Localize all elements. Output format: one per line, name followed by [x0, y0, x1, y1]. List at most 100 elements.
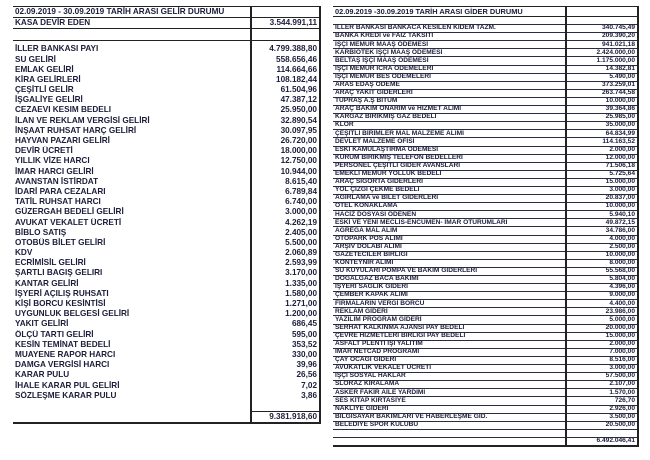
income-label: HAYVAN PAZARI GELİRİ — [13, 136, 252, 147]
income-amount: 595,00 — [250, 329, 321, 340]
expense-amount: 25.985,00 — [565, 113, 639, 123]
expense-label: ÇAY OCAĞI GİDERİ — [333, 356, 566, 366]
expense-row: BELEDİYE SPOR KULÜBÜ 20.500,00 — [333, 421, 639, 430]
expense-label: AĞIRLAMA ve BİLET GİDERLERİ — [333, 194, 566, 204]
expense-amount: 263.744,58 — [565, 89, 639, 98]
expense-amount: 49.872,15 — [565, 218, 639, 228]
expense-amount: 114.163,52 — [565, 137, 639, 147]
expense-amount: 55.568,00 — [565, 267, 639, 277]
income-label: SU GELİRİ — [13, 54, 252, 65]
expense-amount: 4.400,00 — [565, 299, 639, 309]
expense-amount: 39.364,86 — [565, 105, 639, 115]
income-row: CEZAEVİ KESİM BEDELİ 25.950,00 — [13, 105, 321, 116]
income-label: TATİL RUHSAT HARCI — [13, 197, 252, 208]
expense-amount: 941.021,18 — [565, 40, 639, 50]
expense-amount: 8.516,00 — [565, 356, 639, 366]
income-label: İŞGALİYE GELİRİ — [13, 95, 252, 106]
income-label: AVANSTAN İSTİRDAT — [13, 176, 252, 187]
blank-cell — [333, 437, 566, 447]
expense-amount: 71.506,18 — [565, 162, 639, 171]
income-title-value-cell — [250, 5, 321, 19]
expense-amount: 2.500,00 — [565, 243, 639, 252]
expense-label: İŞÇİ SOSYAL HAKLAR — [333, 372, 566, 382]
expense-label: REKLAM GİDERİ — [333, 307, 566, 317]
blank-cell — [13, 28, 252, 42]
expense-amount: 5.490,00 — [565, 73, 639, 82]
expense-label: HACİZ DOSYASI ÖDENEN — [333, 210, 566, 220]
income-label: ECRİMİSİL GELİRİ — [13, 258, 252, 269]
expense-row: ARŞİV DOLABI ALIMI 2.500,00 — [333, 243, 639, 252]
expense-amount: 64.834,99 — [565, 129, 639, 139]
income-label: OTOBÜS BİLET GELİRİ — [13, 237, 252, 249]
income-amount: 114.664,66 — [250, 64, 321, 75]
expense-label: EMEKLİ MEMUR YOLLUK BEDELİ — [333, 170, 566, 179]
income-amount: 7,02 — [250, 380, 321, 391]
income-amount: 330,00 — [250, 350, 321, 361]
expense-row: KARGAZ BİRİKMİŞ GAZ BEDELİ 25.985,00 — [333, 113, 639, 123]
expense-label: İŞYERİ SAĞLIK GİDERİ — [333, 283, 566, 293]
expense-total-row: 6.492.046,41 — [333, 437, 639, 447]
income-row: ÇEŞİTLİ GELİR 61.504,96 — [13, 85, 321, 96]
income-amount: 3.170,00 — [250, 268, 321, 279]
expense-title: 02.09.2019 -30.09.2019 TARİH ARASI GİDER… — [333, 6, 567, 17]
income-row: İŞYERİ AÇILIŞ RUHSATI 1.580,00 — [13, 288, 321, 300]
income-label: İLAN VE REKLAM VERGİSİ GELİRİ — [13, 115, 252, 126]
income-label: KANTAR GELİRİ — [13, 278, 252, 289]
expense-row: OTOPARK POS ALIMI 4.000,00 — [333, 235, 639, 244]
expense-amount: 20.000,00 — [565, 324, 639, 333]
expense-row: ÇEMBER KAPAK ALIMI 9.000,00 — [333, 291, 639, 301]
income-row: SÖZLEŞME KARAR PULU 3,86 — [13, 390, 321, 401]
income-label: ŞARTLI BAĞIŞ GELİRİ — [13, 268, 252, 279]
cash-carryover-row: KASA DEVİR EDEN 3.544.991,11 — [13, 17, 321, 30]
expense-row: İŞÇİ MEMUR İCRA ÖDEMELERİ 14.382,81 — [333, 65, 639, 74]
expense-title-value-cell — [565, 6, 639, 17]
expense-label: SERHAT KALKINMA AJANSI PAY BEDELİ — [333, 324, 566, 333]
income-row: AVANSTAN İSTİRDAT 8.615,40 — [13, 176, 321, 187]
expense-amount: 14.382,81 — [565, 65, 639, 74]
expense-row: PERSONEL ÇEŞİTLİ GİDER AVANSLARI 71.506,1… — [333, 162, 639, 171]
income-label: KARAR PULU — [13, 370, 252, 381]
expense-amount: 10.000,00 — [565, 97, 639, 107]
income-label: İLLER BANKASI PAYI — [13, 44, 252, 55]
income-row: HAYVAN PAZARI GELİRİ 26.720,00 — [13, 136, 321, 147]
income-row: KİŞİ BORCU KESİNTİSİ 1.271,00 — [13, 299, 321, 310]
expense-label: ÇEVRE HİZMETLERİ BİRLİĞİ PAY BEDELİ — [333, 332, 566, 341]
income-row: YILLIK VİZE HARCI 12.750,00 — [13, 156, 321, 167]
expense-label: ARAÇ SİGORTA GİDERLERİ — [333, 178, 566, 187]
expense-row: DEVLET MALZEME OFİSİ 114.163,52 — [333, 137, 639, 147]
income-row: ÖLÇÜ TARTI GELİRİ 595,00 — [13, 329, 321, 340]
expense-label: ASFALT PLENTİ IŞI YALITIM — [333, 340, 566, 349]
income-label: ÇEŞİTLİ GELİR — [13, 85, 252, 96]
income-amount: 6.740,00 — [250, 197, 321, 208]
expense-row: REKLAM GİDERİ 23.986,00 — [333, 307, 639, 317]
income-label: İNŞAAT RUHSAT HARÇ GELİRİ — [13, 125, 252, 137]
expense-row: BELTAŞ İŞÇİ MAAŞ ÖDEMESİ 1.175.000,00 — [333, 56, 639, 66]
expense-label: İŞÇİ MEMUR MAAŞ ÖDEMESİ — [333, 40, 566, 50]
expense-amount: 23.986,00 — [565, 307, 639, 317]
expense-label: YOL ÇİZGİ ÇEKME BEDELİ — [333, 186, 566, 196]
income-amount: 1.335,00 — [250, 278, 321, 289]
expense-row: ARAÇ YAKIT GİDERLERİ 263.744,58 — [333, 89, 639, 98]
income-row: DEVİR ÜCRETİ 18.000,00 — [13, 146, 321, 157]
expense-label: ASKER FAKİR AİLE YARDIMI — [333, 388, 566, 398]
expense-label: ARAÇ YAKIT GİDERLERİ — [333, 89, 566, 98]
expense-row: SU KUYULARI POMPA VE BAKIM GİDERLERİ 55.5… — [333, 267, 639, 277]
expense-label: PERSONEL ÇEŞİTLİ GİDER AVANSLARI — [333, 162, 566, 171]
expense-label: GAZETECİLER BİRLİĞİ — [333, 251, 566, 260]
expense-row: ARAS EDAŞ ÖDEME 373.259,01 — [333, 81, 639, 90]
expense-row: İŞYERİ SAĞLIK GİDERİ 4.396,00 — [333, 283, 639, 293]
income-amount: 26.720,00 — [250, 136, 321, 147]
income-label: EMLAK GELİRİ — [13, 64, 252, 75]
expense-amount: 5.804,00 — [565, 275, 639, 285]
income-amount: 8.615,40 — [250, 176, 321, 187]
income-amount: 353,52 — [250, 339, 321, 350]
expense-label: FİRMALARIN VERGİ BORCU — [333, 299, 566, 309]
expense-label: OTOPARK POS ALIMI — [333, 235, 566, 244]
expense-amount: 2.107,00 — [565, 380, 639, 390]
income-total-row: 9.381.918,60 — [13, 411, 321, 425]
income-row: İLAN VE REKLAM VERGİSİ GELİRİ 32.890,54 — [13, 115, 321, 126]
expense-amount: 3.000,00 — [565, 364, 639, 374]
expense-row: AVUKATLIK VEKALET ÜCRETİ 3.000,00 — [333, 364, 639, 374]
income-amount: 4.799.388,80 — [250, 44, 321, 55]
income-title: 02.09.2019 - 30.09.2019 TARİH ARASI GELİ… — [13, 5, 252, 19]
